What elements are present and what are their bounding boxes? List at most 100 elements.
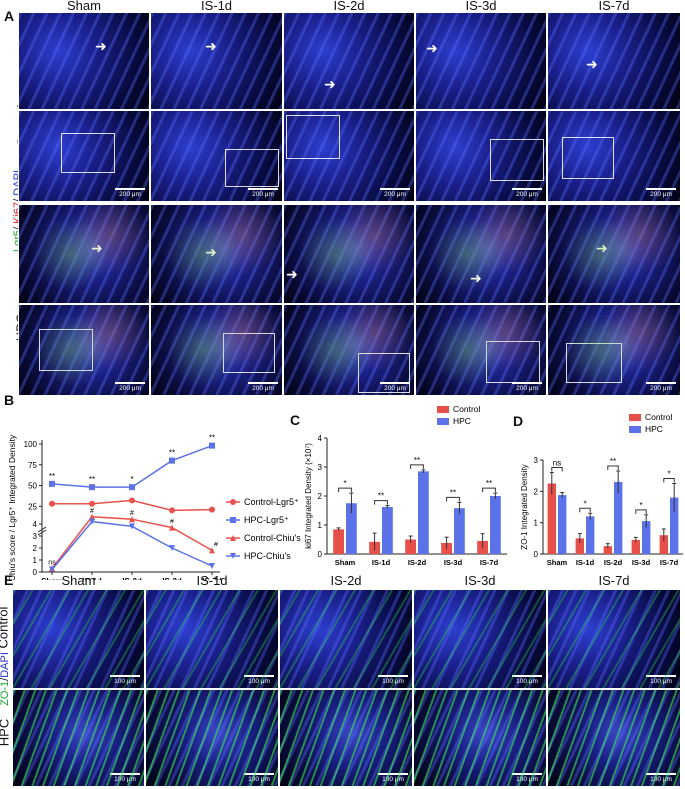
- y-tick-label: 3: [318, 463, 323, 472]
- micrograph-tile: ➜: [150, 12, 283, 110]
- scale-bar-label: 200 μm: [650, 191, 672, 198]
- significance-bracket: [410, 464, 424, 469]
- y-tick-label: 3: [534, 456, 539, 465]
- scale-bar-label: 100 μm: [248, 776, 270, 783]
- legend-label: HPC-Chiu's: [244, 551, 291, 561]
- x-tick-label: Sham: [335, 558, 356, 567]
- micrograph-tile: 200 μm: [150, 110, 283, 202]
- micrograph-tile: ➜: [415, 204, 547, 304]
- scale-bar-line: [646, 382, 676, 384]
- significance-label: **: [169, 449, 175, 458]
- arrow-icon: ➜: [586, 56, 598, 72]
- legend-label: HPC: [453, 416, 471, 426]
- y-tick-label: 1: [534, 519, 539, 528]
- zoom-region-box: [223, 333, 275, 373]
- zoom-region-box: [225, 149, 279, 187]
- micrograph-tile: 100 μm: [145, 689, 279, 787]
- scale-bar: 100 μm: [244, 773, 274, 783]
- micrograph-tile: ➜: [415, 12, 547, 110]
- zoom-region-box: [61, 133, 115, 173]
- scale-bar-line: [378, 675, 408, 677]
- micrograph-tile: 200 μm: [150, 304, 283, 396]
- significance-label: #: [170, 519, 174, 526]
- bar: [614, 481, 623, 554]
- x-tick-label: IS-1d: [372, 558, 391, 567]
- micrograph-tile: 100 μm: [145, 589, 279, 689]
- micrograph-tile: ➜: [150, 204, 283, 304]
- scale-bar-label: 200 μm: [252, 385, 274, 392]
- scale-bar-label: 200 μm: [650, 385, 672, 392]
- axis-break: [37, 529, 47, 536]
- stain-sep: /: [0, 677, 11, 681]
- y-tick-label: 0: [33, 568, 38, 577]
- data-point: [169, 507, 175, 514]
- x-tick-label: IS-3d: [632, 558, 651, 567]
- panel-e-row-label-hpc: HPC: [0, 718, 12, 747]
- bar: [575, 538, 584, 554]
- significance-label: *: [130, 475, 133, 484]
- scale-bar-label: 100 μm: [248, 678, 270, 685]
- data-point: [209, 442, 215, 449]
- micrograph-tile: 100 μm: [413, 689, 547, 787]
- scale-bar-label: 200 μm: [516, 385, 538, 392]
- scale-bar: 200 μm: [646, 382, 676, 392]
- x-tick-label: IS-3d: [162, 577, 182, 580]
- significance-label: **: [49, 472, 55, 481]
- arrow-icon: ➜: [91, 240, 103, 256]
- scale-bar: 100 μm: [110, 773, 140, 783]
- micrograph-tile: 200 μm: [415, 110, 547, 202]
- micrograph-tile: 200 μm: [415, 304, 547, 396]
- significance-label: **: [486, 479, 492, 488]
- panel-e-column-header: IS-2d: [330, 573, 362, 588]
- arrow-icon: ➜: [470, 270, 482, 286]
- significance-bracket: [374, 500, 388, 505]
- scale-bar-label: 100 μm: [114, 776, 136, 783]
- scale-bar: 100 μm: [646, 675, 676, 685]
- data-point: [169, 545, 175, 551]
- y-tick-label: 75: [28, 461, 37, 470]
- x-tick-label: Sham: [41, 577, 63, 580]
- scale-bar-label: 200 μm: [252, 191, 274, 198]
- scale-bar-label: 100 μm: [650, 678, 672, 685]
- x-tick-label: IS-7d: [480, 558, 499, 567]
- legend-swatch: [629, 414, 641, 421]
- zoom-region-box: [486, 341, 540, 383]
- zoom-region-box: [490, 139, 544, 181]
- significance-bracket: [446, 496, 460, 502]
- y-axis-label: ki67 Integrated Density (×10⁷): [304, 443, 313, 549]
- significance-bracket: [551, 467, 563, 472]
- scale-bar: 200 μm: [115, 188, 145, 198]
- arrow-icon: ➜: [324, 76, 336, 92]
- y-tick-label: 25: [28, 502, 37, 511]
- legend-swatch: [629, 426, 641, 433]
- x-tick-label: IS-1d: [82, 577, 102, 580]
- scale-bar-line: [646, 773, 676, 775]
- y-tick-label: 100: [24, 440, 38, 449]
- scale-bar-label: 100 μm: [382, 776, 404, 783]
- bar: [418, 471, 429, 554]
- micrograph-tile: 200 μm: [547, 304, 681, 396]
- scale-bar-line: [378, 773, 408, 775]
- scale-bar: 100 μm: [646, 773, 676, 783]
- y-tick-label: 50: [28, 482, 37, 491]
- panel-a-column-header: Sham: [67, 0, 101, 13]
- micrograph-tile: ➜: [547, 204, 681, 304]
- arrow-icon: ➜: [286, 266, 298, 282]
- legend-marker: [230, 535, 236, 541]
- data-point: [209, 547, 215, 554]
- bar: [670, 497, 679, 554]
- legend-label: Control-Lgr5⁺: [244, 497, 299, 507]
- legend-marker: [230, 553, 236, 559]
- micrograph-tile: 100 μm: [547, 589, 681, 689]
- scale-bar: 200 μm: [115, 382, 145, 392]
- scale-bar: 200 μm: [248, 382, 278, 392]
- data-point: [89, 518, 95, 525]
- stain-zo1: ZO-1: [0, 680, 11, 706]
- micrograph-tile: 200 μm: [283, 304, 415, 396]
- scale-bar-line: [110, 675, 140, 677]
- y-axis-label: Chiu's score / Lgr5⁺ Integrated Density: [7, 434, 17, 580]
- scale-bar-line: [248, 188, 278, 190]
- panel-b-letter: B: [4, 392, 15, 408]
- significance-bracket: [579, 507, 591, 513]
- legend-label: Control: [645, 412, 673, 422]
